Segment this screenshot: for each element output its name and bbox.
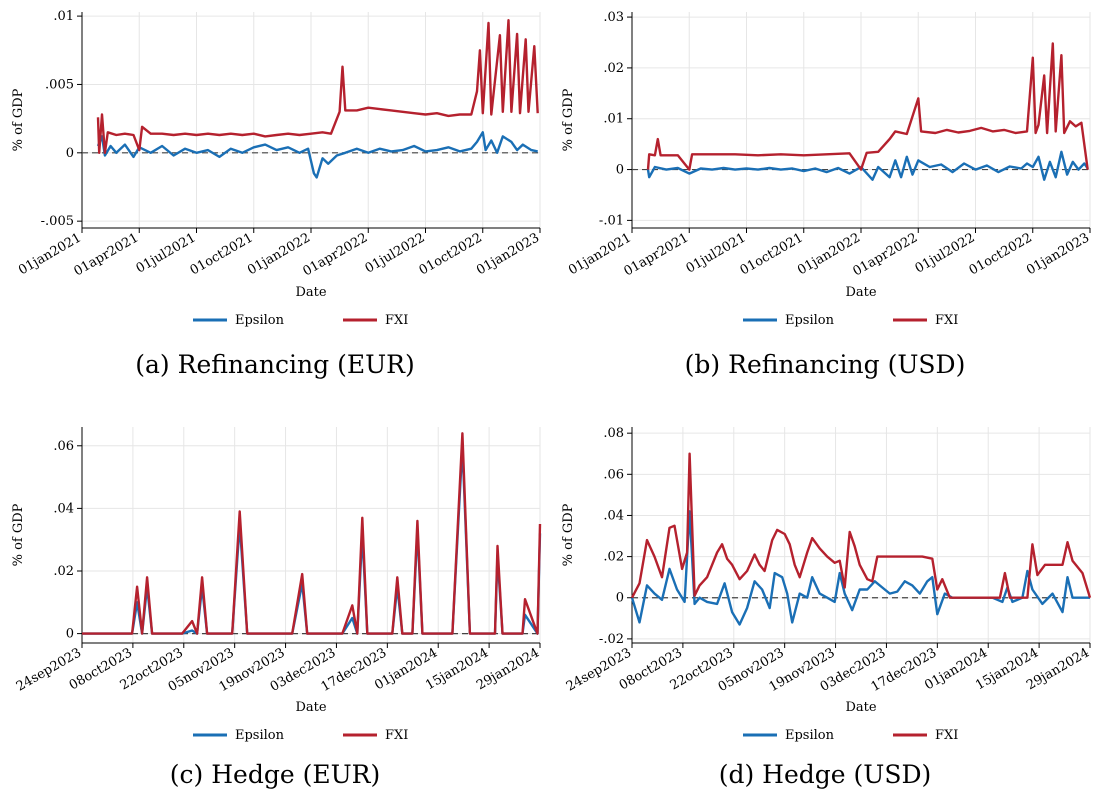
y-axis-title: % of GDP [11, 503, 26, 566]
y-tick-label: .08 [603, 426, 624, 441]
legend-label-fxi: FXI [935, 728, 958, 743]
series-line-fxi [646, 42, 1089, 171]
x-tick-label: 01apr2021 [621, 230, 691, 279]
chart-d: .08.06.04.020-.0224sep202308oct202322oct… [561, 426, 1092, 743]
y-tick-label: .005 [45, 77, 74, 92]
chart-a: .01.0050-.00501jan202101apr202101jul2021… [11, 9, 542, 328]
y-tick-label: .01 [603, 112, 624, 127]
y-tick-label: .02 [53, 564, 74, 579]
y-tick-label: 0 [66, 627, 74, 642]
legend-label-fxi: FXI [385, 728, 408, 743]
legend-label-fxi: FXI [385, 313, 408, 328]
series-line-fxi [96, 19, 539, 154]
y-axis-title: % of GDP [561, 503, 576, 566]
y-tick-label: .01 [53, 9, 74, 24]
legend-label-epsilon: Epsilon [235, 728, 285, 743]
caption-d: (d) Hedge (USD) [718, 760, 932, 789]
x-tick-label: 01jan2023 [474, 230, 542, 278]
legend-label-fxi: FXI [935, 313, 958, 328]
x-tick-label: 01jul2022 [913, 230, 978, 276]
panel-d: .08.06.04.02 0 -.02 24sep2023 08oct2023 22oct… [550, 415, 1100, 803]
y-tick-label: .02 [603, 550, 624, 565]
x-axis-title: Date [845, 285, 876, 300]
chart-c: .06.04.02024sep202308oct202322oct202305n… [11, 427, 542, 743]
x-tick-label: 01jan2023 [1024, 230, 1092, 278]
panel-b: .03.02.01 0 -.01 01jan2021 01apr2021 01jul202… [550, 0, 1100, 390]
y-axis-title: % of GDP [11, 88, 26, 151]
caption-b: (b) Refinancing (USD) [684, 350, 966, 379]
legend-label-epsilon: Epsilon [235, 313, 285, 328]
caption-c: (c) Hedge (EUR) [169, 760, 381, 789]
y-tick-label: .02 [603, 61, 624, 76]
y-tick-label: 0 [616, 163, 624, 178]
caption-a: (a) Refinancing (EUR) [135, 350, 415, 379]
series-line-fxi [630, 452, 1092, 599]
series-line-epsilon [96, 131, 538, 179]
panel-a: .01.005 0 -.005 01jan2021 01apr2021 01jul2021… [0, 0, 550, 390]
x-tick-label: 01oct2021 [188, 230, 256, 278]
panel-c: .06.04.02 0 24sep2023 08oct2023 22oct2023 05n… [0, 415, 550, 803]
y-tick-label: -.005 [41, 214, 74, 229]
y-tick-label: -.01 [599, 213, 624, 228]
x-tick-label: 01jul2021 [684, 230, 749, 276]
y-tick-label: .04 [603, 508, 624, 523]
series-line-fxi [82, 432, 542, 635]
y-tick-label: 0 [66, 146, 74, 161]
x-tick-label: 01oct2021 [738, 230, 806, 278]
y-tick-label: .06 [603, 467, 624, 482]
y-tick-label: -.02 [599, 632, 624, 647]
x-axis-title: Date [845, 700, 876, 715]
x-tick-label: 01apr2021 [71, 230, 141, 279]
x-tick-label: 01jul2022 [363, 230, 428, 276]
x-tick-label: 01oct2022 [417, 230, 485, 278]
x-tick-label: 01apr2022 [850, 230, 920, 279]
legend-label-epsilon: Epsilon [785, 728, 835, 743]
y-tick-label: .06 [53, 439, 74, 454]
x-tick-label: 01apr2022 [300, 230, 370, 279]
y-tick-label: .04 [53, 501, 74, 516]
chart-b: .03.02.010-.0101jan202101apr202101jul202… [561, 10, 1092, 328]
y-axis-title: % of GDP [561, 88, 576, 151]
legend-label-epsilon: Epsilon [785, 313, 835, 328]
x-axis-title: Date [295, 285, 326, 300]
x-tick-label: 01jul2021 [134, 230, 199, 276]
y-tick-label: .03 [603, 10, 624, 25]
x-axis-title: Date [295, 700, 326, 715]
y-tick-label: 0 [616, 591, 624, 606]
x-tick-label: 01oct2022 [967, 230, 1035, 278]
series-line-epsilon [646, 150, 1089, 181]
